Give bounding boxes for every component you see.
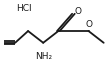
Text: O: O — [74, 7, 81, 16]
Text: HCl: HCl — [16, 4, 32, 13]
Text: NH₂: NH₂ — [35, 52, 52, 61]
Text: O: O — [85, 20, 92, 29]
